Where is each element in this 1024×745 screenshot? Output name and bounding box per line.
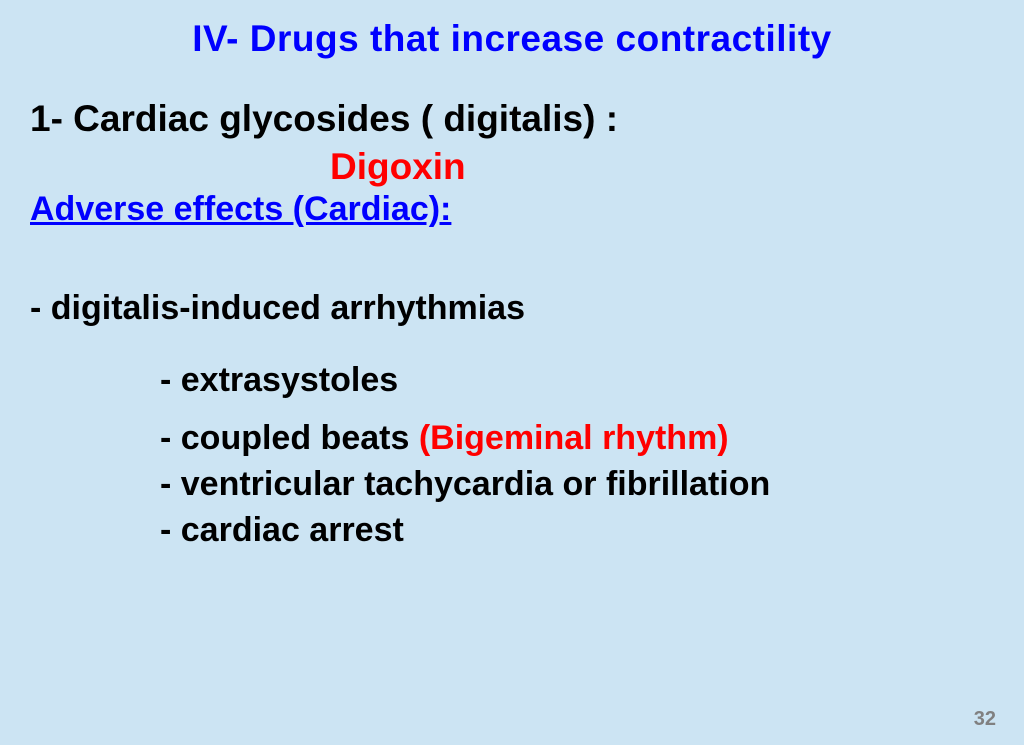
sub-bullet-ventricular: - ventricular tachycardia or fibrillatio… bbox=[30, 462, 994, 508]
adverse-effects-heading: Adverse effects (Cardiac): bbox=[30, 190, 994, 229]
slide-title: IV- Drugs that increase contractility bbox=[30, 18, 994, 60]
sub-bullet-coupled-beats-text: - coupled beats bbox=[160, 419, 419, 457]
sub-bullet-coupled-beats: - coupled beats (Bigeminal rhythm) bbox=[30, 416, 994, 462]
slide-container: IV- Drugs that increase contractility 1-… bbox=[0, 0, 1024, 745]
sub-bullet-extrasystoles: - extrasystoles bbox=[30, 358, 994, 404]
section-heading: 1- Cardiac glycosides ( digitalis) : bbox=[30, 98, 994, 140]
bigeminal-rhythm-accent: (Bigeminal rhythm) bbox=[419, 419, 729, 457]
drug-name: Digoxin bbox=[30, 146, 994, 188]
page-number: 32 bbox=[974, 708, 996, 731]
sub-bullet-cardiac-arrest: - cardiac arrest bbox=[30, 508, 994, 554]
main-bullet: - digitalis-induced arrhythmias bbox=[30, 289, 994, 328]
